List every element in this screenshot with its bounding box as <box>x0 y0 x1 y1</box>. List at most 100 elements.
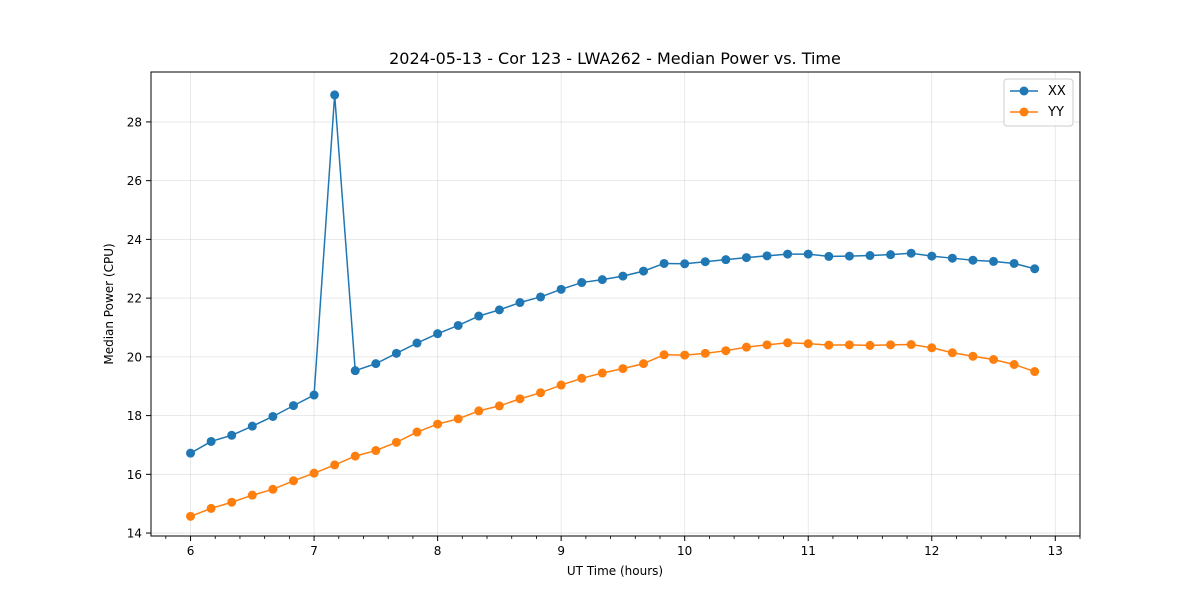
data-point-yy <box>906 340 916 350</box>
data-point-yy <box>680 350 690 360</box>
data-point-xx <box>721 255 731 265</box>
data-point-xx <box>556 284 566 294</box>
data-point-yy <box>1030 367 1040 377</box>
data-point-xx <box>494 305 504 315</box>
data-point-yy <box>474 406 484 416</box>
data-point-xx <box>906 248 916 258</box>
data-point-xx <box>989 256 999 266</box>
data-point-xx <box>803 249 813 259</box>
data-point-xx <box>659 258 669 268</box>
data-point-yy <box>268 484 278 494</box>
data-point-xx <box>474 311 484 321</box>
data-point-xx <box>1009 258 1019 268</box>
data-point-yy <box>433 419 443 429</box>
data-point-yy <box>989 355 999 364</box>
x-tick-label: 13 <box>1048 544 1063 558</box>
data-point-xx <box>515 298 525 308</box>
legend-label-yy: YY <box>1047 105 1064 120</box>
data-point-yy <box>247 490 257 500</box>
data-point-yy <box>844 340 854 350</box>
x-tick-label: 6 <box>187 544 195 558</box>
data-point-yy <box>206 503 216 513</box>
data-point-yy <box>865 340 875 350</box>
data-point-yy <box>803 339 813 349</box>
data-point-yy <box>453 414 463 424</box>
data-point-xx <box>968 255 978 265</box>
data-point-yy <box>824 340 834 350</box>
x-tick-label: 8 <box>434 544 442 558</box>
data-point-xx <box>268 411 278 421</box>
data-point-yy <box>1009 360 1019 369</box>
data-point-xx <box>309 390 319 400</box>
data-point-yy <box>515 394 525 404</box>
data-point-yy <box>762 340 772 350</box>
data-point-yy <box>577 373 587 383</box>
data-point-xx <box>433 329 443 339</box>
data-point-xx <box>927 251 937 261</box>
data-point-xx <box>186 448 196 458</box>
data-point-xx <box>536 292 546 302</box>
plot-frame <box>150 71 1081 537</box>
y-tick-label: 18 <box>127 409 142 423</box>
x-tick-label: 7 <box>310 544 318 558</box>
data-point-yy <box>783 338 793 348</box>
series-yy <box>186 338 1040 521</box>
data-point-yy <box>721 346 731 356</box>
legend: XX YY <box>1003 78 1074 127</box>
y-tick-label: 16 <box>127 468 142 482</box>
data-point-xx <box>577 278 587 288</box>
data-point-yy <box>659 350 669 360</box>
data-point-xx <box>330 90 340 100</box>
data-point-yy <box>391 437 401 447</box>
data-point-yy <box>186 511 196 521</box>
data-point-xx <box>762 251 772 261</box>
data-point-yy <box>227 497 237 507</box>
data-point-xx <box>844 251 854 261</box>
data-point-yy <box>330 460 340 470</box>
data-point-yy <box>556 380 566 390</box>
data-point-yy <box>494 401 504 411</box>
data-point-yy <box>639 359 649 369</box>
y-tick-label: 20 <box>127 350 142 364</box>
x-tick-label: 11 <box>801 544 816 558</box>
data-point-xx <box>371 359 381 369</box>
data-point-xx <box>350 366 360 376</box>
data-point-xx <box>680 259 690 269</box>
data-point-xx <box>391 348 401 358</box>
x-tick-label: 12 <box>924 544 939 558</box>
data-point-xx <box>206 436 216 446</box>
data-point-yy <box>968 351 978 361</box>
data-point-xx <box>247 421 257 431</box>
data-point-yy <box>412 427 422 437</box>
x-tick-label: 9 <box>557 544 565 558</box>
data-point-yy <box>371 446 381 456</box>
data-point-xx <box>412 338 422 348</box>
data-point-xx <box>618 271 628 281</box>
legend-marker-yy <box>1019 107 1029 117</box>
data-point-yy <box>700 348 710 358</box>
data-point-xx <box>639 266 649 276</box>
data-point-xx <box>824 251 834 261</box>
data-point-yy <box>309 468 319 478</box>
series-xx <box>186 90 1040 458</box>
y-tick-label: 28 <box>127 115 142 129</box>
data-point-xx <box>288 401 298 411</box>
data-point-xx <box>947 253 957 263</box>
data-point-xx <box>597 275 607 285</box>
legend-marker-xx <box>1019 86 1029 96</box>
data-point-yy <box>947 348 957 358</box>
data-point-yy <box>886 340 896 350</box>
y-tick-label: 22 <box>127 292 142 306</box>
data-point-xx <box>1030 264 1040 274</box>
data-point-yy <box>350 451 360 461</box>
series-layer <box>186 90 1040 521</box>
axes: 6 7 8 9 10 11 12 13 14 16 18 20 22 24 26 28 <box>127 115 1081 558</box>
data-point-xx <box>700 257 710 267</box>
data-point-xx <box>886 250 896 260</box>
data-point-xx <box>453 320 463 330</box>
x-tick-label: 10 <box>677 544 692 558</box>
data-point-xx <box>783 249 793 259</box>
data-point-yy <box>597 368 607 378</box>
data-point-yy <box>927 343 937 353</box>
